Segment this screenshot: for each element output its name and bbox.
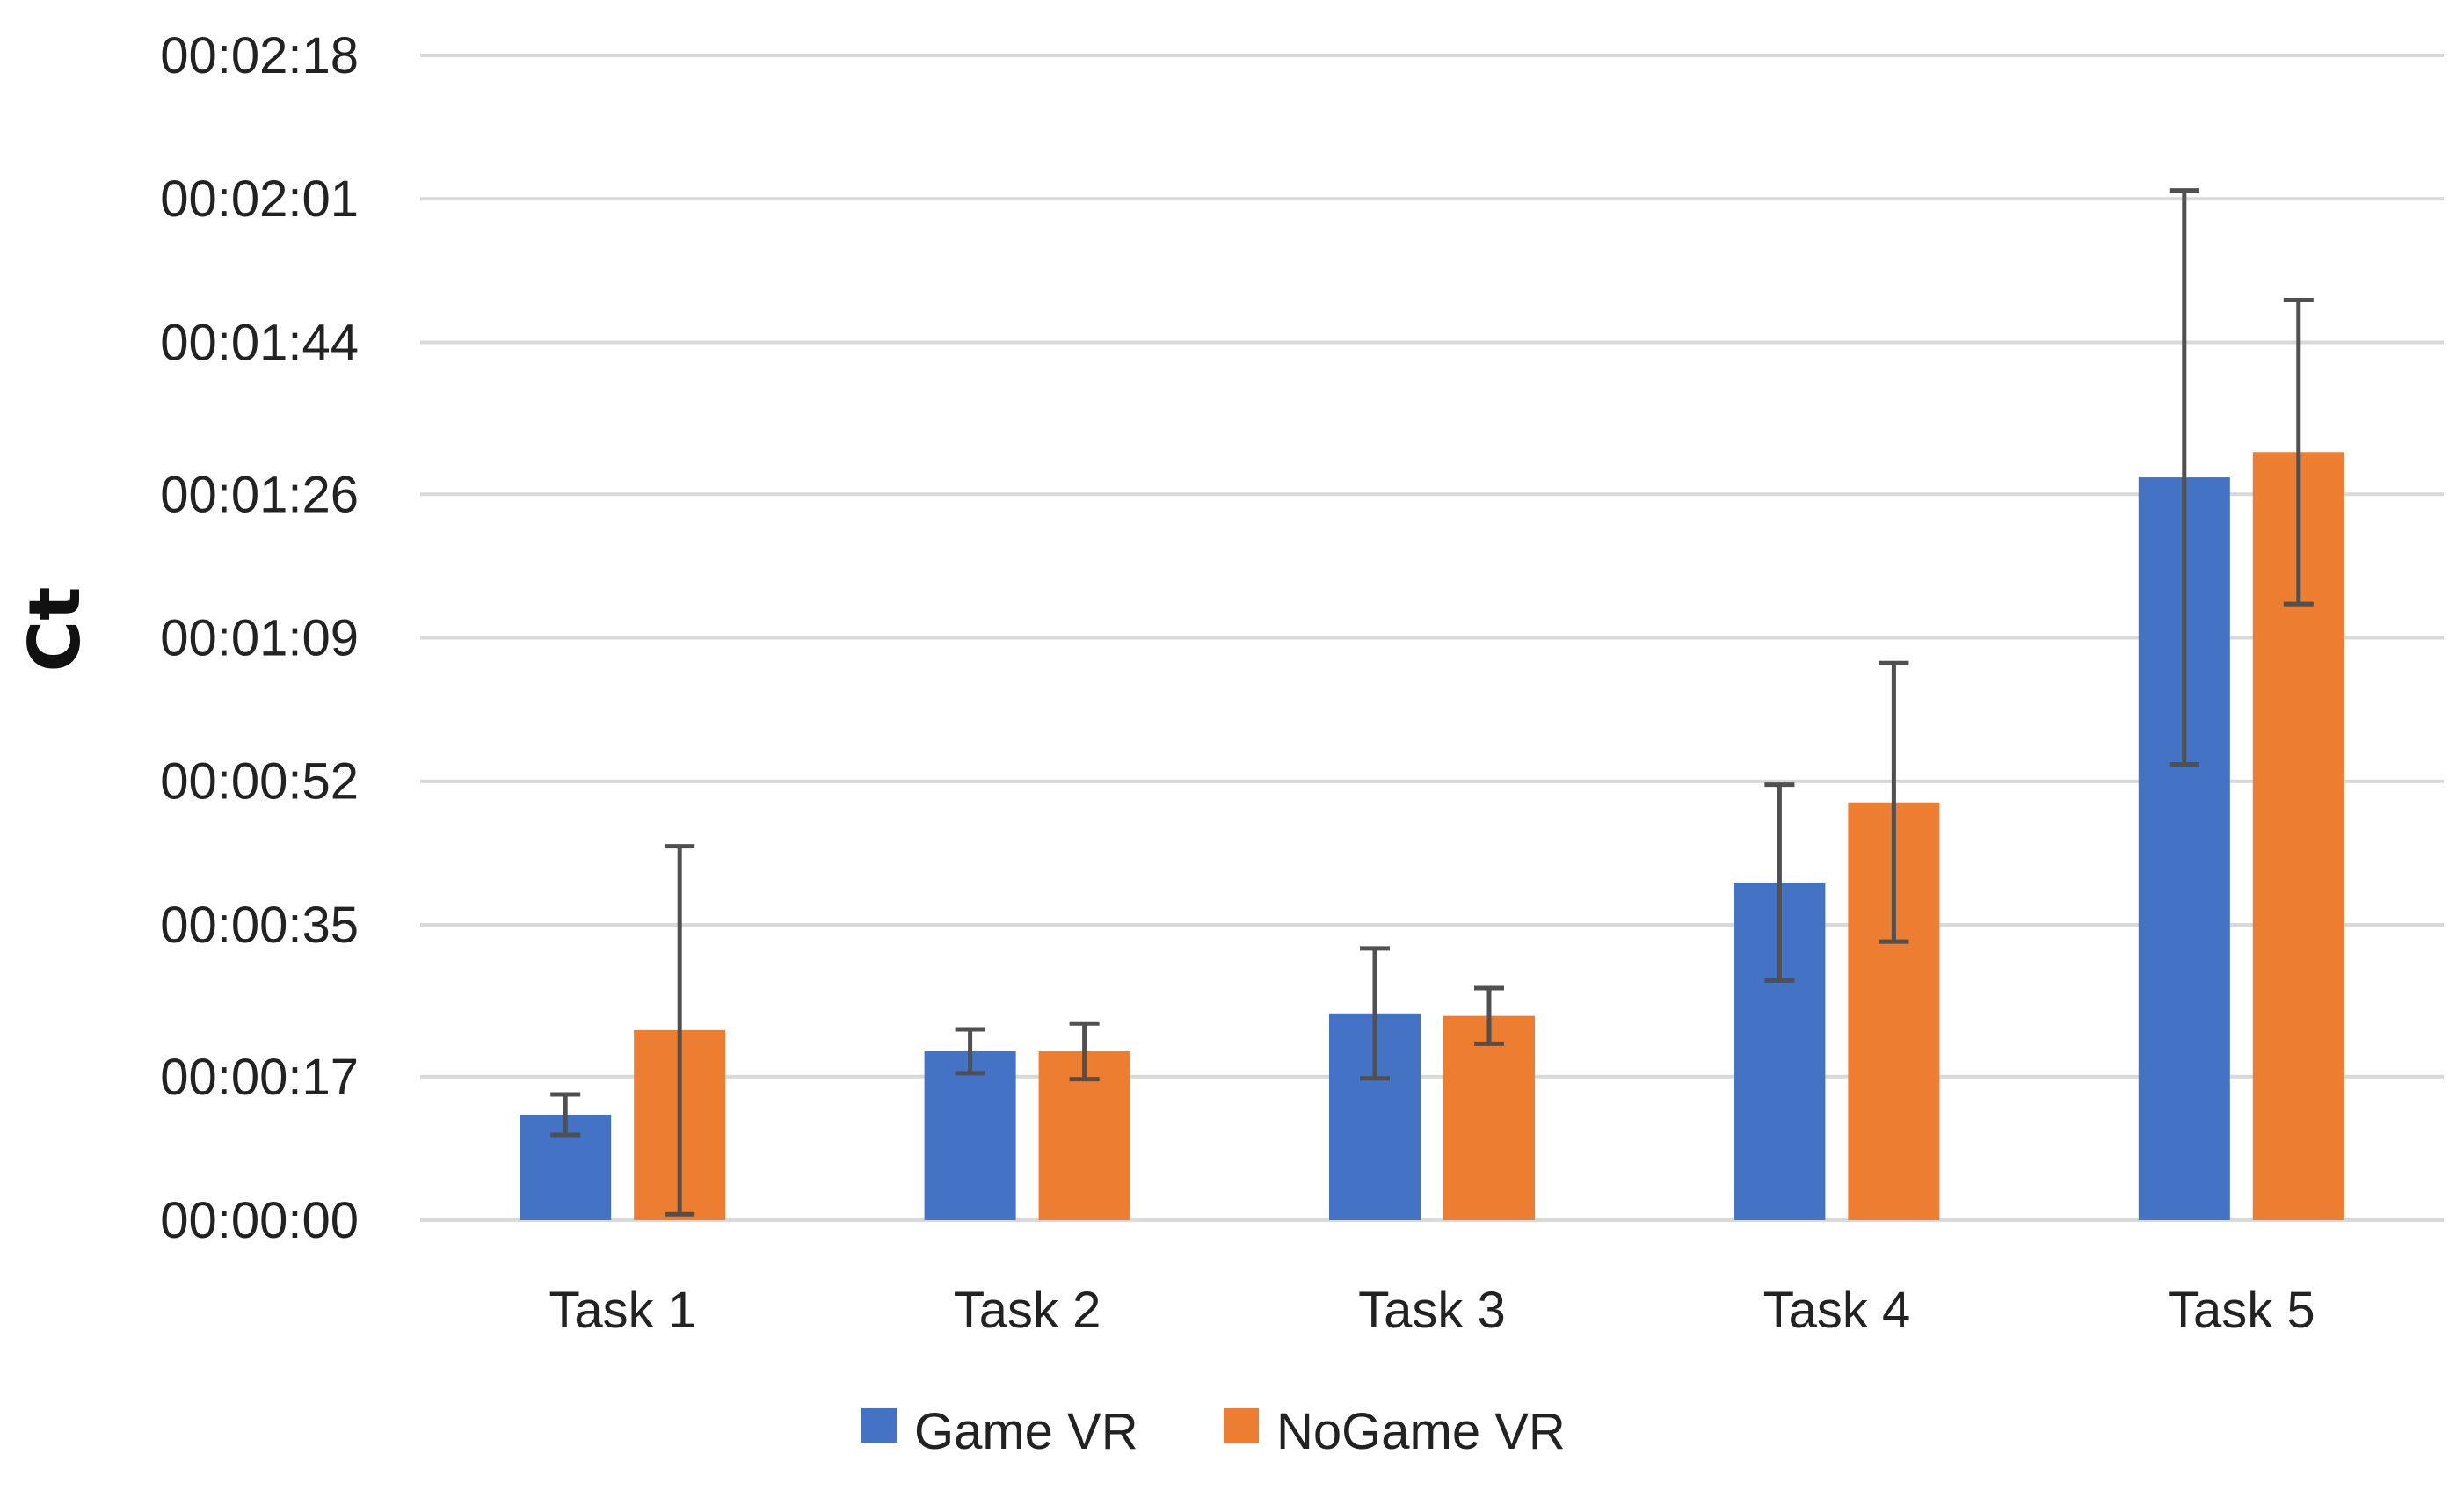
x-category-label: Task 2 [954,1282,1101,1339]
y-axis-label: Ct [14,587,96,673]
error-bar-game-vr-task-1 [550,1092,581,1138]
error-bar-nogame-vr-task-2 [1069,1021,1100,1082]
legend: Game VR NoGame VR [861,1403,1566,1460]
error-bar-game-vr-task-3 [1360,946,1390,1081]
legend-swatch-game-vr [861,1408,897,1443]
y-tick-label: 00:02:18 [160,27,359,84]
x-category-label: Task 3 [1358,1282,1506,1339]
y-tick-label: 00:01:44 [160,314,359,371]
error-bar-nogame-vr-task-1 [665,844,695,1217]
bars [520,452,2344,1220]
x-category-label: Task 1 [549,1282,696,1339]
error-bar-game-vr-task-5 [2169,188,2199,767]
x-category-label: Task 4 [1763,1282,1911,1339]
y-axis-ticks: 00:00:00 00:00:17 00:00:35 00:00:52 00:01:09… [160,27,359,1249]
y-tick-label: 00:00:00 [160,1192,359,1249]
y-tick-label: 00:00:35 [160,897,359,954]
legend-label: Game VR [914,1403,1138,1460]
legend-swatch-nogame-vr [1224,1408,1259,1443]
error-bar-nogame-vr-task-4 [1879,660,1909,944]
y-tick-label: 00:01:26 [160,466,359,523]
error-bars [550,188,2314,1217]
y-tick-label: 00:02:01 [160,171,359,228]
y-tick-label: 00:00:52 [160,753,359,811]
y-tick-label: 00:00:17 [160,1049,359,1106]
x-category-label: Task 5 [2168,1282,2315,1339]
x-axis-categories: Task 1 Task 2 Task 3 Task 4 Task 5 [549,1282,2315,1339]
y-tick-label: 00:01:09 [160,610,359,667]
gridlines [420,54,2444,1222]
error-bar-nogame-vr-task-5 [2283,297,2314,607]
legend-label: NoGame VR [1276,1403,1566,1460]
error-bar-nogame-vr-task-3 [1474,985,1504,1046]
error-bar-game-vr-task-2 [955,1027,985,1076]
bar-nogame-vr-task-3 [1443,1015,1535,1220]
error-bar-game-vr-task-4 [1764,782,1795,983]
bar-game-vr-task-2 [924,1051,1016,1220]
